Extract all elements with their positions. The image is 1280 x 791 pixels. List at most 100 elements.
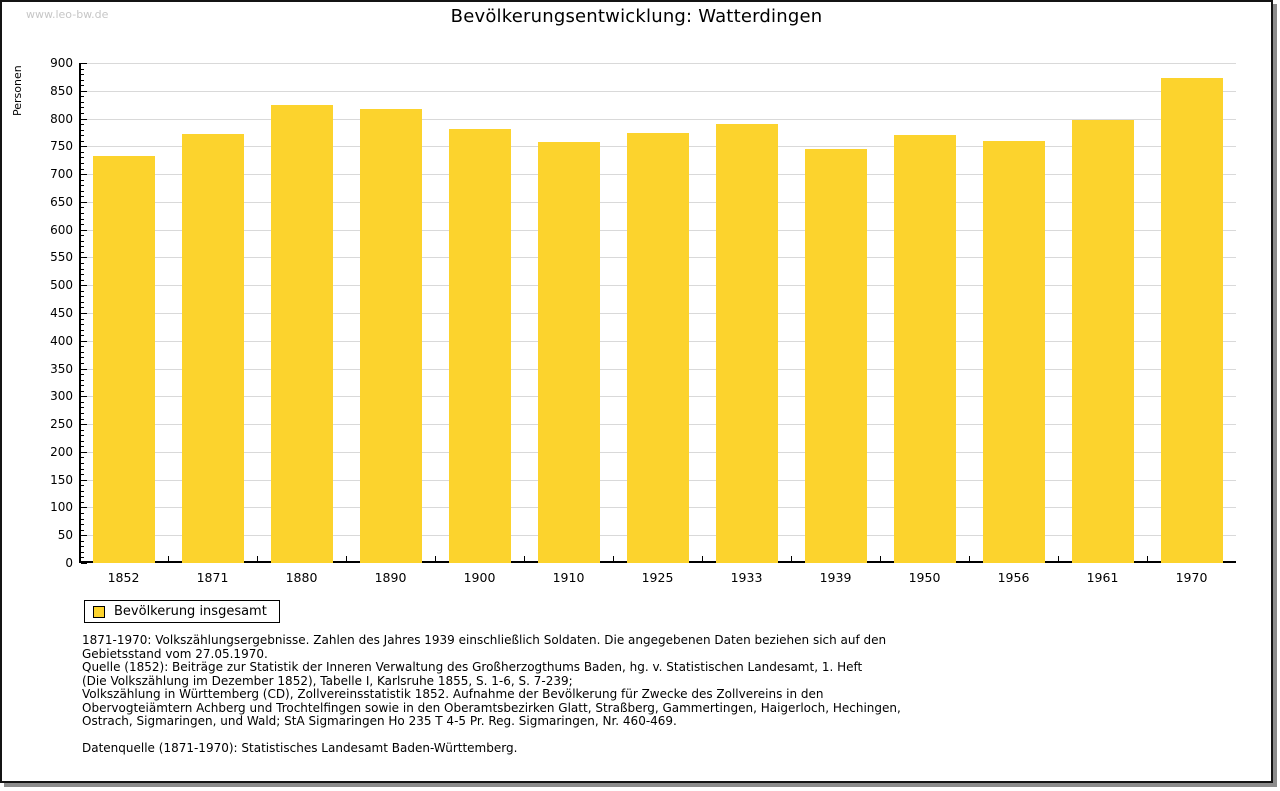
y-tick: [81, 435, 84, 437]
y-tick: [81, 90, 87, 92]
y-gridline: [81, 118, 1236, 120]
y-tick: [81, 74, 84, 76]
y-tick-label: 400: [50, 333, 73, 348]
y-tick: [81, 340, 87, 342]
bar: [893, 135, 956, 563]
source-note-line: Gebietsstand vom 27.05.1970.: [82, 646, 268, 661]
y-tick: [81, 485, 84, 487]
bar-chart: Personen 0 50 100 150 200 250 300 350 400 450 500 5…: [2, 2, 1271, 781]
y-tick: [81, 229, 87, 231]
y-tick: [81, 290, 84, 292]
y-tick: [81, 235, 84, 237]
y-tick: [81, 329, 84, 331]
y-tick: [81, 446, 84, 448]
x-tick: [791, 556, 792, 561]
x-tick-label: 1900: [463, 570, 496, 585]
y-tick: [81, 318, 84, 320]
bar: [1160, 78, 1223, 563]
bar: [982, 141, 1045, 563]
y-tick: [81, 440, 84, 442]
y-tick: [81, 507, 87, 509]
y-tick: [81, 274, 84, 276]
y-tick: [81, 324, 84, 326]
legend-swatch-icon: [93, 605, 105, 618]
x-tick: [346, 556, 347, 561]
y-tick: [81, 451, 87, 453]
y-tick: [81, 463, 84, 464]
y-tick-label: 350: [50, 361, 73, 376]
bar: [804, 148, 867, 563]
legend: Bevölkerung insgesamt: [84, 600, 280, 623]
bar: [448, 128, 511, 563]
y-tick: [81, 513, 84, 514]
source-note-line: Datenquelle (1871-1970): Statistisches L…: [82, 741, 518, 755]
y-tick-label: 250: [50, 417, 73, 432]
y-tick: [81, 174, 87, 176]
x-tick-label: 1956: [997, 570, 1030, 585]
x-tick-label: 1933: [730, 570, 763, 585]
x-tick: [1147, 556, 1148, 561]
y-tick: [81, 301, 84, 303]
y-tick: [81, 496, 84, 498]
bar: [537, 141, 600, 563]
y-tick: [81, 146, 87, 148]
bar: [359, 109, 422, 563]
x-tick: [702, 556, 703, 561]
x-tick: [613, 556, 614, 561]
y-tick-label: 550: [50, 250, 73, 265]
y-tick-label: 650: [50, 194, 73, 209]
y-tick: [81, 63, 87, 64]
y-tick: [81, 251, 84, 253]
y-tick: [81, 490, 84, 492]
bar: [181, 133, 244, 563]
y-gridline: [81, 90, 1236, 92]
x-tick-label: 1890: [374, 570, 407, 585]
y-tick-label: 750: [50, 139, 73, 154]
x-tick: [435, 556, 436, 561]
y-tick: [81, 424, 87, 426]
legend-label: Bevölkerung insgesamt: [114, 604, 267, 619]
y-tick: [81, 313, 87, 314]
x-tick-label: 1925: [641, 570, 674, 585]
y-tick-label: 450: [50, 306, 73, 320]
y-tick: [81, 201, 87, 203]
y-tick: [81, 190, 84, 192]
y-axis-title: Personen: [11, 65, 24, 116]
y-tick: [81, 535, 87, 537]
y-tick: [81, 457, 84, 459]
chart-title: Bevölkerungsentwicklung: Watterdingen: [450, 6, 823, 27]
y-tick: [81, 563, 87, 564]
y-tick: [81, 379, 84, 381]
source-note-line: [82, 729, 901, 743]
x-tick-label: 1950: [908, 570, 941, 585]
y-tick: [81, 468, 84, 470]
y-tick: [81, 551, 84, 553]
bar: [270, 104, 333, 563]
y-tick: [81, 429, 84, 431]
x-tick: [1058, 556, 1059, 561]
y-tick: [81, 501, 84, 503]
y-tick: [81, 407, 84, 409]
y-tick-label: 700: [50, 167, 73, 182]
y-tick: [81, 296, 84, 298]
y-tick: [81, 101, 84, 103]
y-axis-line: [79, 63, 81, 563]
y-tick: [81, 79, 84, 81]
y-tick-label: 50: [57, 528, 73, 543]
x-tick-label: 1939: [819, 570, 852, 585]
x-tick-label: 1880: [285, 570, 318, 585]
y-tick: [81, 279, 84, 281]
y-tick: [81, 418, 84, 420]
y-tick: [81, 351, 84, 353]
y-tick: [81, 385, 84, 387]
y-tick: [81, 263, 84, 264]
x-tick: [969, 556, 970, 561]
y-tick: [81, 540, 84, 542]
y-tick: [81, 307, 84, 309]
watermark: www.leo-bw.de: [26, 8, 109, 21]
bar: [1071, 120, 1134, 563]
y-tick: [81, 246, 84, 248]
source-note-line: Ostrach, Sigmaringen, und Wald; StA Sigm…: [82, 714, 677, 728]
y-tick: [81, 124, 84, 126]
